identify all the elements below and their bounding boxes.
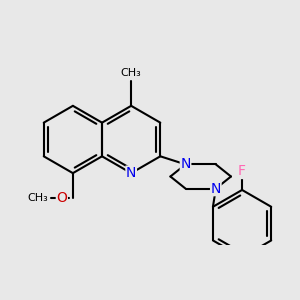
- Text: F: F: [238, 164, 246, 178]
- Text: O: O: [56, 191, 67, 206]
- Text: N: N: [126, 166, 136, 180]
- Text: CH₃: CH₃: [121, 68, 142, 78]
- Text: N: N: [211, 182, 221, 196]
- Text: CH₃: CH₃: [28, 194, 48, 203]
- Text: N: N: [180, 158, 191, 171]
